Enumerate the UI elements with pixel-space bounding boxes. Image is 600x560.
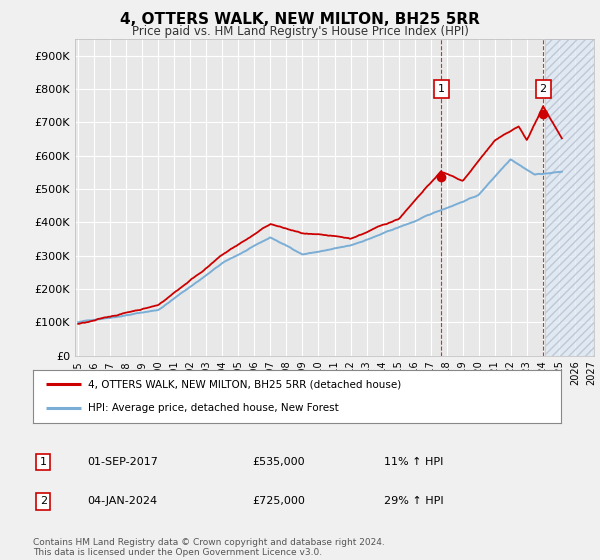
Text: 04-JAN-2024: 04-JAN-2024 [87, 496, 157, 506]
Text: 1: 1 [40, 457, 47, 467]
Text: 01-SEP-2017: 01-SEP-2017 [87, 457, 158, 467]
Bar [545, 39, 594, 356]
Text: 2: 2 [539, 84, 547, 94]
Text: Contains HM Land Registry data © Crown copyright and database right 2024.
This d: Contains HM Land Registry data © Crown c… [33, 538, 385, 557]
Text: 11% ↑ HPI: 11% ↑ HPI [384, 457, 443, 467]
Text: £725,000: £725,000 [252, 496, 305, 506]
Bar [545, 39, 594, 356]
Text: 29% ↑ HPI: 29% ↑ HPI [384, 496, 443, 506]
Text: £535,000: £535,000 [252, 457, 305, 467]
Text: 1: 1 [438, 84, 445, 94]
Text: HPI: Average price, detached house, New Forest: HPI: Average price, detached house, New … [88, 403, 339, 413]
Text: 2: 2 [40, 496, 47, 506]
Text: 4, OTTERS WALK, NEW MILTON, BH25 5RR (detached house): 4, OTTERS WALK, NEW MILTON, BH25 5RR (de… [88, 380, 401, 390]
Text: 4, OTTERS WALK, NEW MILTON, BH25 5RR: 4, OTTERS WALK, NEW MILTON, BH25 5RR [120, 12, 480, 27]
Text: Price paid vs. HM Land Registry's House Price Index (HPI): Price paid vs. HM Land Registry's House … [131, 25, 469, 38]
